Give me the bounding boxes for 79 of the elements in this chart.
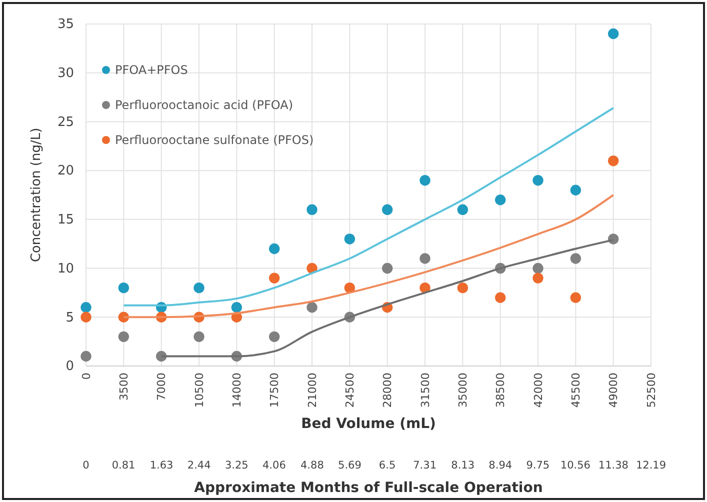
point (80, 350, 92, 362)
point (118, 331, 130, 342)
x2-tick-label: 5.69 (338, 459, 362, 472)
y-tick-label: 25 (57, 114, 74, 130)
x-tick-label: 10500 (192, 372, 206, 408)
point (420, 282, 430, 294)
point (268, 272, 280, 284)
x-tick-label: 17500 (268, 372, 282, 408)
point (118, 282, 130, 294)
point (80, 302, 92, 313)
point (532, 272, 544, 284)
x2-tick-label: 4.06 (262, 459, 286, 472)
x2-tick-label: 4.88 (300, 459, 324, 472)
y-tick-label: 20 (57, 164, 74, 179)
y-tick-label: 0 (66, 359, 74, 374)
x2-tick-label: 1.63 (150, 459, 174, 472)
x2-tick-label: 0 (82, 459, 90, 472)
y-tick-label: 10 (57, 261, 74, 276)
y-tick-label: 35 (57, 17, 74, 32)
point (457, 282, 468, 294)
x-tick-label: 14000 (230, 372, 244, 408)
point (532, 262, 544, 274)
legend-label: Perfluorooctanoic acid (PFOA) (115, 98, 293, 112)
x-tick-label: 3500 (118, 372, 131, 401)
y-axis-title: Concentration (ng/L) (29, 128, 44, 262)
point (457, 204, 468, 215)
x-tick-label: 21000 (306, 372, 319, 408)
x2-tick-label: 6.5 (378, 459, 396, 472)
y-tick-label: 30 (57, 66, 74, 82)
point (194, 331, 204, 342)
legend-label: Perfluorooctane sulfonate (PFOS) (115, 133, 314, 147)
x2-tick-label: 8.94 (488, 459, 512, 472)
x2-tick-label: 10.56 (560, 459, 591, 472)
x2-tick-label: 11.38 (598, 459, 628, 472)
point (306, 302, 318, 313)
point (306, 262, 318, 274)
point (268, 331, 280, 342)
point (608, 155, 619, 166)
x-tick-label: 42000 (532, 372, 545, 408)
x2-tick-label: 9.75 (526, 459, 550, 472)
point (194, 282, 204, 294)
x-axis-title: Bed Volume (mL) (301, 416, 436, 432)
point (344, 282, 356, 294)
point (80, 312, 92, 322)
x2-tick-label: 12.19 (636, 459, 666, 472)
point (532, 175, 544, 186)
x2-tick-label: 8.13 (451, 459, 475, 472)
point (570, 253, 582, 264)
point (231, 302, 242, 313)
point (608, 28, 619, 40)
point (570, 184, 582, 196)
x2-tick-label: 7.31 (413, 459, 437, 472)
point (494, 194, 506, 206)
point (420, 253, 430, 264)
x-tick-label: 35000 (456, 372, 470, 408)
x2-tick-label: 2.44 (187, 459, 212, 472)
x-tick-label: 0 (80, 372, 93, 380)
x-tick-label: 45500 (570, 372, 583, 408)
point (382, 262, 393, 274)
y-tick-label: 5 (66, 310, 74, 326)
point (420, 175, 430, 186)
x2-axis-title: Approximate Months of Full-scale Operation (194, 480, 543, 496)
x-tick-label: 52500 (644, 372, 658, 408)
x-tick-label: 38500 (494, 372, 508, 408)
y-tick-label: 15 (57, 212, 74, 228)
x-tick-label: 28000 (381, 372, 394, 408)
x-tick-label: 7000 (155, 372, 168, 401)
x-tick-label: 49000 (607, 372, 620, 408)
point (382, 204, 393, 215)
point (306, 204, 318, 215)
point (570, 292, 582, 303)
point (344, 234, 356, 244)
point (494, 292, 506, 303)
x2-tick-label: 3.25 (224, 459, 248, 472)
point (268, 243, 280, 254)
legend-label: PFOA+PFOS (115, 63, 188, 77)
x-tick-label: 31500 (418, 372, 432, 408)
x2-tick-label: 0.81 (112, 459, 136, 472)
x-tick-label: 24500 (344, 372, 357, 408)
